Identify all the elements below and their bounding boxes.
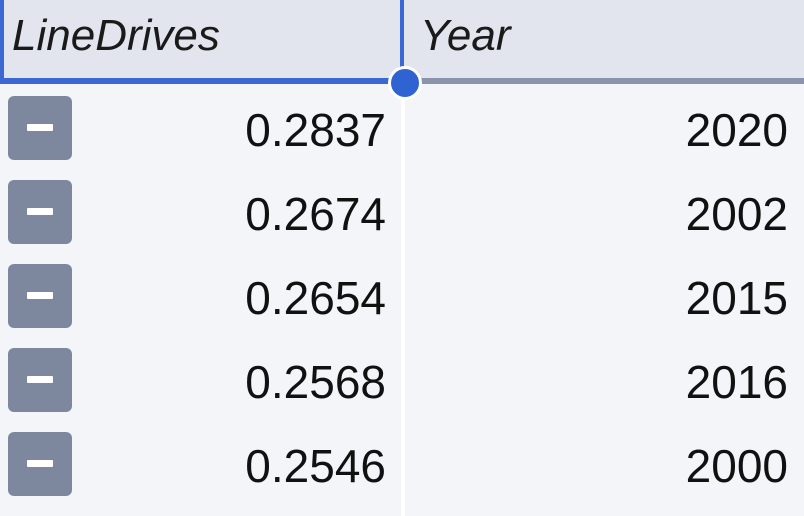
column-header-linedrives[interactable]: LineDrives (0, 0, 404, 84)
column-header-year[interactable]: Year (420, 11, 511, 60)
collapse-row-button[interactable] (8, 432, 72, 496)
cell-year[interactable]: 2000 (685, 440, 788, 492)
table-row: 0.2546 2000 (0, 420, 804, 504)
table-row: 0.2674 2002 (0, 168, 804, 252)
header-divider (404, 78, 804, 84)
table-row: 0.2837 2020 (0, 84, 804, 168)
minus-icon (27, 292, 53, 299)
cell-year[interactable]: 2015 (685, 272, 788, 324)
cell-linedrives[interactable]: 0.2674 (245, 188, 386, 240)
cell-year[interactable]: 2020 (685, 104, 788, 156)
minus-icon (27, 208, 53, 215)
cell-linedrives[interactable]: 0.2546 (245, 440, 386, 492)
collapse-row-button[interactable] (8, 264, 72, 328)
minus-icon (27, 124, 53, 131)
collapse-row-button[interactable] (8, 348, 72, 412)
cell-year[interactable]: 2002 (685, 188, 788, 240)
table-row: 0.2568 2016 (0, 336, 804, 420)
column-divider (401, 84, 405, 516)
cell-linedrives[interactable]: 0.2654 (245, 272, 386, 324)
collapse-row-button[interactable] (8, 180, 72, 244)
column-resize-handle[interactable] (388, 66, 422, 100)
cell-linedrives[interactable]: 0.2568 (245, 356, 386, 408)
collapse-row-button[interactable] (8, 96, 72, 160)
cell-year[interactable]: 2016 (685, 356, 788, 408)
minus-icon (27, 460, 53, 467)
cell-linedrives[interactable]: 0.2837 (245, 104, 386, 156)
table-row: 0.2654 2015 (0, 252, 804, 336)
minus-icon (27, 376, 53, 383)
